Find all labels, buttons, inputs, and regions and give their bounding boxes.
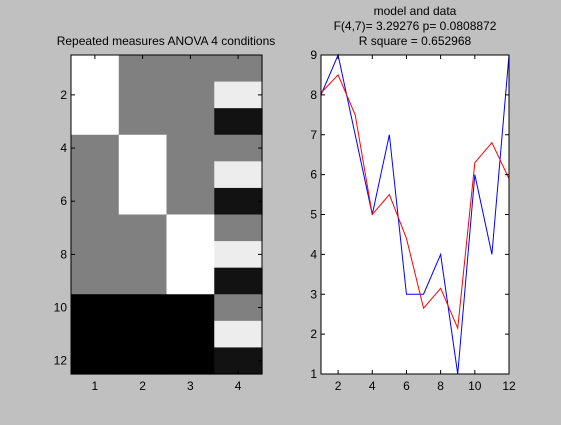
heatmap-y-tick-label: 2: [60, 88, 67, 102]
line-plot-x-ticks: 2 4 6 8 10 12: [335, 55, 516, 393]
line-plot-x-tick-label: 10: [468, 379, 482, 393]
heatmap-cell-r2-c2: [118, 81, 168, 109]
heatmap-cell-r10-c2: [118, 294, 168, 322]
line-plot-y-tick-label: 5: [310, 208, 317, 222]
heatmap-cell-r2-c1: [71, 81, 120, 109]
data-series-line: [320, 53, 510, 375]
line-plot-background: [321, 55, 509, 374]
heatmap-cell-r3-c4: [214, 108, 263, 136]
heatmap-cell-r4-c4: [214, 134, 263, 162]
heatmap-x-ticks: 1 2 3 4: [92, 55, 242, 393]
heatmap-cell-r7-c4: [214, 214, 263, 242]
heatmap-cell-r11-c3: [166, 320, 215, 349]
line-plot-title-line-1: model and data: [374, 4, 457, 18]
heatmap-cell-r3-c1: [71, 108, 120, 136]
heatmap-x-tick-label: 3: [187, 379, 194, 393]
line-plot-series: [320, 53, 510, 375]
heatmap-cell-r4-c3: [166, 134, 215, 162]
heatmap-cell-r3-c2: [118, 108, 168, 136]
heatmap-cell-r2-c3: [166, 81, 215, 109]
heatmap-title: Repeated measures ANOVA 4 conditions: [57, 34, 276, 48]
heatmap-cell-r8-c3: [166, 241, 215, 269]
line-plot-x-tick-label: 8: [437, 379, 444, 393]
heatmap-cells: [71, 55, 263, 375]
heatmap-cell-r4-c2: [118, 134, 168, 162]
line-plot-y-tick-label: 1: [310, 367, 317, 381]
heatmap-cell-r9-c4: [214, 267, 263, 295]
heatmap-cell-r4-c1: [71, 134, 120, 162]
heatmap-cell-r8-c2: [118, 241, 168, 269]
heatmap-cell-r2-c4: [214, 81, 263, 109]
heatmap-y-tick-label: 10: [54, 301, 68, 315]
line-plot-x-tick-label: 6: [403, 379, 410, 393]
heatmap-cell-r9-c3: [166, 267, 215, 295]
heatmap-y-tick-label: 8: [60, 247, 67, 261]
heatmap-cell-r9-c1: [71, 267, 120, 295]
model-series-line: [320, 74, 510, 331]
heatmap-x-tick-label: 4: [235, 379, 242, 393]
heatmap-cell-r11-c1: [71, 320, 120, 349]
heatmap-frame: [70, 54, 263, 375]
heatmap-cell-r6-c1: [71, 187, 120, 216]
line-plot-axes: model and data F(4,7)= 3.29276 p= 0.0808…: [310, 4, 516, 393]
heatmap-y-tick-label: 6: [60, 194, 67, 208]
heatmap-cell-r7-c1: [71, 214, 120, 242]
heatmap-cell-r10-c1: [71, 294, 120, 322]
heatmap-cell-r6-c4: [214, 187, 263, 216]
line-plot-y-ticks: 1 2 3 4 5 6 7 8 9: [310, 48, 509, 381]
heatmap-cell-r5-c2: [118, 161, 168, 189]
heatmap-cell-r8-c1: [71, 241, 120, 269]
line-plot-x-tick-label: 4: [369, 379, 376, 393]
heatmap-cell-r7-c3: [166, 214, 215, 242]
heatmap-cell-r11-c2: [118, 320, 168, 349]
heatmap-cell-r5-c4: [214, 161, 263, 189]
line-plot-y-tick-label: 3: [310, 287, 317, 301]
heatmap-cell-r5-c3: [166, 161, 215, 189]
heatmap-x-tick-label: 2: [139, 379, 146, 393]
heatmap-cell-r1-c3: [166, 55, 215, 83]
heatmap-cell-r10-c3: [166, 294, 215, 322]
heatmap-y-tick-label: 4: [60, 141, 67, 155]
heatmap-cell-r6-c2: [118, 187, 168, 216]
heatmap-y-tick-label: 12: [54, 354, 68, 368]
heatmap-cell-r11-c4: [214, 320, 263, 349]
line-plot-y-tick-label: 7: [310, 128, 317, 142]
heatmap-cell-r5-c1: [71, 161, 120, 189]
heatmap-cell-r7-c2: [118, 214, 168, 242]
heatmap-x-tick-label: 1: [92, 379, 99, 393]
line-plot-x-tick-label: 12: [502, 379, 516, 393]
heatmap-y-ticks: 2 4 6 8 10 12: [54, 88, 262, 368]
line-plot-y-tick-label: 8: [310, 88, 317, 102]
line-plot-y-tick-label: 9: [310, 48, 317, 62]
heatmap-cell-r8-c4: [214, 241, 263, 269]
line-plot-y-tick-label: 4: [310, 247, 317, 261]
heatmap-cell-r1-c2: [118, 55, 168, 83]
line-plot-title-line-2: F(4,7)= 3.29276 p= 0.0808872: [334, 19, 497, 33]
heatmap-cell-r3-c3: [166, 108, 215, 136]
line-plot-title-line-3: R square = 0.652968: [359, 34, 472, 48]
heatmap-cell-r1-c4: [214, 55, 263, 83]
heatmap-cell-r1-c1: [71, 55, 120, 83]
line-plot-y-tick-label: 2: [310, 327, 317, 341]
heatmap-cell-r10-c4: [214, 294, 263, 322]
line-plot-x-tick-label: 2: [335, 379, 342, 393]
heatmap-cell-r9-c2: [118, 267, 168, 295]
heatmap-cell-r6-c3: [166, 187, 215, 216]
line-plot-y-tick-label: 6: [310, 168, 317, 182]
